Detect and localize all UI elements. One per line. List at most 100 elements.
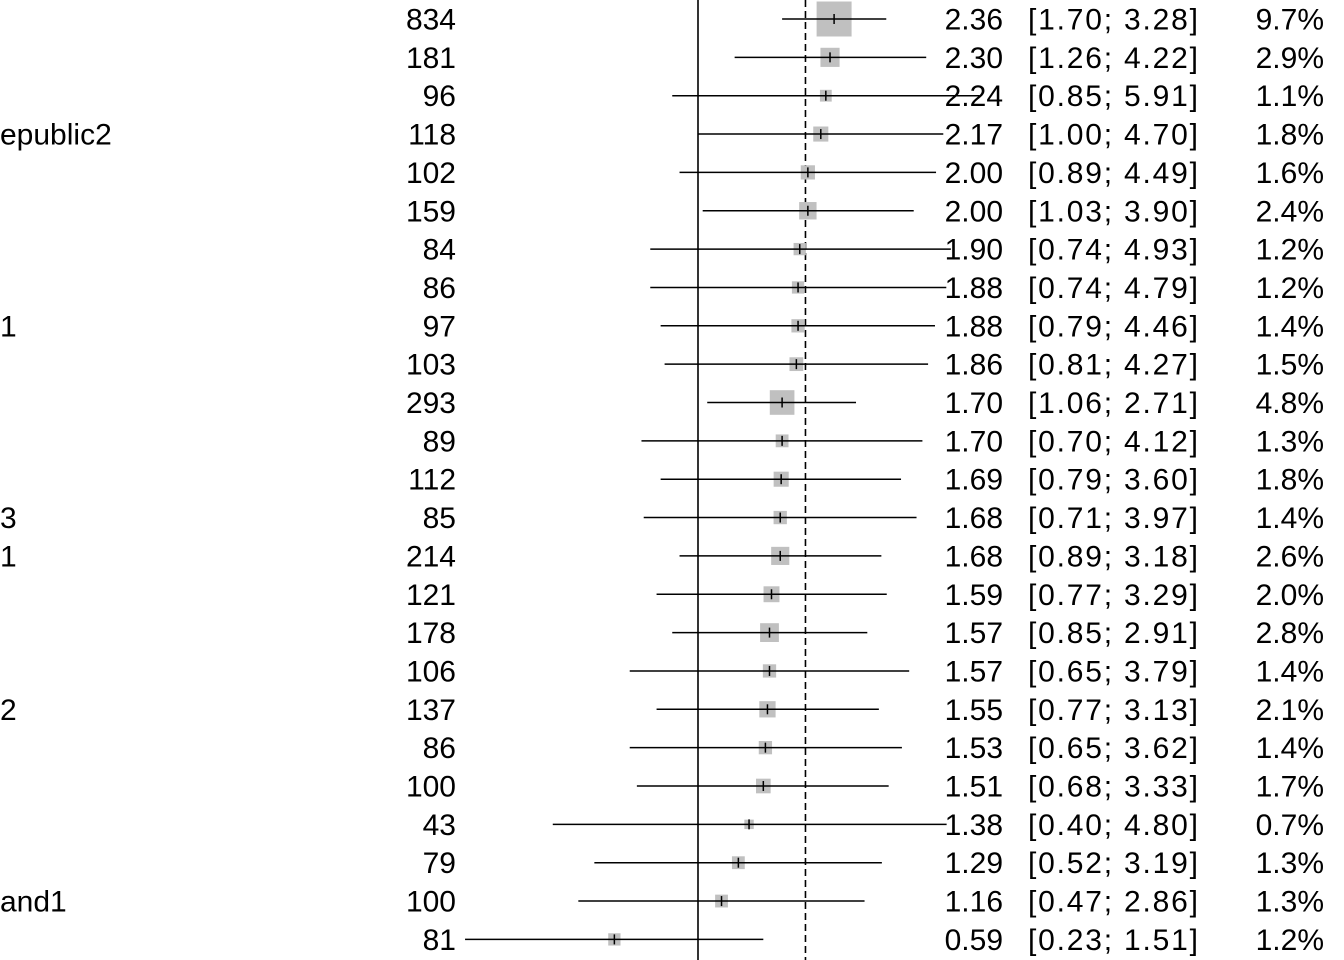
forest-row: 81 0.59 [0.23; 1.51] 1.2% [423,924,1324,957]
forest-row: 102 2.00 [0.89; 4.49] 1.6% [406,157,1324,190]
ci-value: [0.52; 3.19] [1028,847,1198,880]
ci-value: [0.74; 4.79] [1028,272,1198,305]
forest-row: and1 100 1.16 [0.47; 2.86] 1.3% [0,886,1324,919]
ci-value: [0.68; 3.33] [1028,771,1198,804]
forest-row: 79 1.29 [0.52; 3.19] 1.3% [423,847,1324,880]
total-count: 121 [406,579,456,612]
weight-value: 1.4% [1256,310,1324,343]
total-count: 181 [406,42,456,75]
forest-row: 86 1.88 [0.74; 4.79] 1.2% [423,272,1324,305]
ci-value: [0.47; 2.86] [1028,886,1198,919]
weight-value: 1.7% [1256,771,1324,804]
study-label: 3 [0,502,17,535]
weight-value: 1.2% [1256,924,1324,957]
forest-row: 89 1.70 [0.70; 4.12] 1.3% [423,425,1324,458]
ci-value: [1.06; 2.71] [1028,387,1198,420]
ci-value: [1.70; 3.28] [1028,4,1198,37]
estimate-value: 1.51 [945,771,1003,804]
ci-value: [0.65; 3.79] [1028,655,1198,688]
ci-value: [0.77; 3.29] [1028,579,1198,612]
forest-row: 178 1.57 [0.85; 2.91] 2.8% [406,617,1324,650]
forest-row: 1 214 1.68 [0.89; 3.18] 2.6% [0,540,1324,573]
forest-row: 293 1.70 [1.06; 2.71] 4.8% [406,387,1324,420]
forest-row: 86 1.53 [0.65; 3.62] 1.4% [423,732,1324,765]
weight-value: 2.4% [1256,195,1324,228]
ci-value: [1.26; 4.22] [1028,42,1198,75]
estimate-value: 1.55 [945,694,1003,727]
weight-value: 1.4% [1256,502,1324,535]
estimate-value: 1.70 [945,387,1003,420]
total-count: 84 [423,234,456,267]
total-count: 100 [406,771,456,804]
weight-value: 1.8% [1256,464,1324,497]
weight-value: 4.8% [1256,387,1324,420]
weight-value: 1.4% [1256,655,1324,688]
ci-value: [0.71; 3.97] [1028,502,1198,535]
forest-row: 3 85 1.68 [0.71; 3.97] 1.4% [0,502,1324,535]
ci-value: [0.85; 2.91] [1028,617,1198,650]
weight-value: 9.7% [1256,4,1324,37]
study-label: 1 [0,540,17,573]
weight-value: 1.3% [1256,425,1324,458]
total-count: 86 [423,732,456,765]
forest-row: 43 1.38 [0.40; 4.80] 0.7% [423,809,1324,842]
estimate-value: 1.70 [945,425,1003,458]
total-count: 178 [406,617,456,650]
ci-value: [0.77; 3.13] [1028,694,1198,727]
weight-value: 2.0% [1256,579,1324,612]
total-count: 112 [408,464,456,497]
forest-row: 121 1.59 [0.77; 3.29] 2.0% [406,579,1324,612]
estimate-value: 1.69 [945,464,1003,497]
estimate-value: 1.68 [945,502,1003,535]
total-count: 118 [408,119,456,152]
weight-value: 1.2% [1256,272,1324,305]
weight-value: 1.3% [1256,847,1324,880]
total-count: 43 [423,809,456,842]
forest-row: 1 97 1.88 [0.79; 4.46] 1.4% [0,310,1324,343]
estimate-value: 0.59 [945,924,1003,957]
forest-row: 100 1.51 [0.68; 3.33] 1.7% [406,771,1324,804]
estimate-value: 1.57 [945,655,1003,688]
weight-value: 1.4% [1256,732,1324,765]
estimate-value: 2.00 [945,157,1003,190]
study-label: and1 [0,886,67,919]
estimate-value: 2.24 [945,80,1003,113]
estimate-value: 1.16 [945,886,1003,919]
total-count: 79 [423,847,456,880]
weight-value: 0.7% [1256,809,1324,842]
estimate-value: 1.57 [945,617,1003,650]
reference-lines [697,0,807,960]
total-count: 102 [406,157,456,190]
forest-row: 103 1.86 [0.81; 4.27] 1.5% [406,349,1324,382]
total-count: 86 [423,272,456,305]
estimate-value: 2.17 [945,119,1003,152]
estimate-value: 2.00 [945,195,1003,228]
forest-row: 84 1.90 [0.74; 4.93] 1.2% [423,234,1324,267]
ci-value: [0.89; 4.49] [1028,157,1198,190]
weight-value: 2.8% [1256,617,1324,650]
ci-value: [0.89; 3.18] [1028,540,1198,573]
ci-value: [0.85; 5.91] [1028,80,1198,113]
forest-row: epublic2 118 2.17 [1.00; 4.70] 1.8% [0,119,1324,152]
forest-row: 112 1.69 [0.79; 3.60] 1.8% [408,464,1324,497]
study-label: epublic2 [0,119,112,152]
estimate-value: 1.59 [945,579,1003,612]
weight-value: 2.6% [1256,540,1324,573]
forest-row: 96 2.24 [0.85; 5.91] 1.1% [423,80,1324,113]
total-count: 834 [406,4,456,37]
estimate-value: 1.53 [945,732,1003,765]
estimate-value: 1.29 [945,847,1003,880]
ci-value: [0.23; 1.51] [1028,924,1198,957]
weight-value: 2.9% [1256,42,1324,75]
ci-value: [0.74; 4.93] [1028,234,1198,267]
weight-value: 1.2% [1256,234,1324,267]
total-count: 106 [406,655,456,688]
study-label: 1 [0,310,17,343]
total-count: 85 [423,502,456,535]
estimate-value: 1.68 [945,540,1003,573]
forest-row: 159 2.00 [1.03; 3.90] 2.4% [406,195,1324,228]
total-count: 96 [423,80,456,113]
study-label: 2 [0,694,17,727]
ci-value: [0.65; 3.62] [1028,732,1198,765]
